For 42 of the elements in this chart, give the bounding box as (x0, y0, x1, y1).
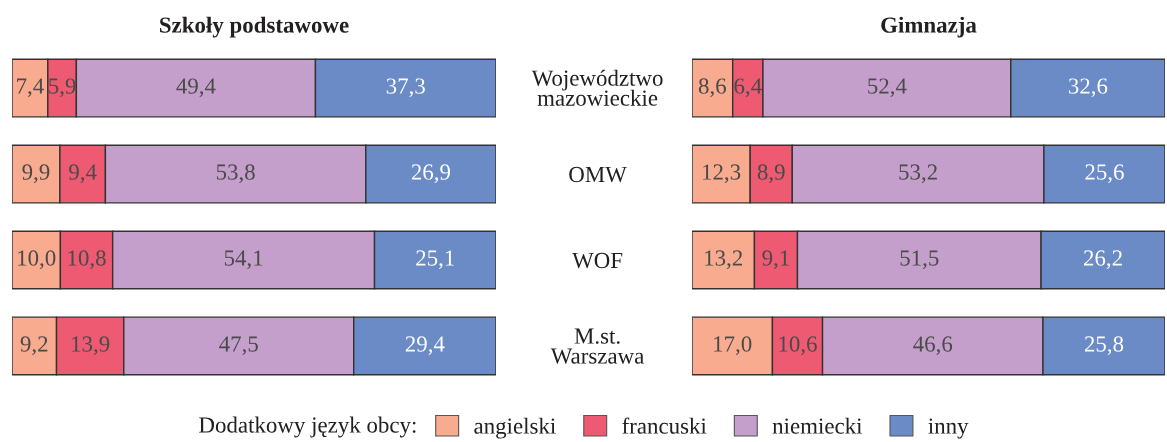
data-label: 8,6 (698, 78, 726, 98)
data-label: 25,6 (1085, 164, 1124, 184)
data-label: 26,9 (411, 164, 451, 184)
data-label: 26,2 (1083, 250, 1122, 270)
data-label: 25,1 (416, 250, 454, 270)
data-label: 9,4 (69, 164, 97, 184)
data-label: 54,1 (224, 250, 263, 270)
data-label: 13,9 (72, 336, 110, 356)
data-label: 53,8 (216, 164, 255, 184)
data-label: 9,2 (20, 336, 48, 356)
chart-title: Szkoły podstawowe (160, 16, 349, 38)
data-label: 12,3 (703, 164, 741, 184)
data-label: 17,0 (714, 336, 752, 356)
legend-label: niemiecki (772, 417, 863, 434)
data-label: 49,4 (176, 78, 216, 98)
data-label: 13,2 (705, 250, 743, 270)
legend-label: francuski (622, 417, 707, 434)
legend-title: Dodatkowy język obcy: (199, 416, 416, 438)
data-label: 47,5 (219, 336, 258, 356)
y-tick-label: WOF (572, 252, 623, 269)
data-label: 10,8 (68, 250, 106, 270)
data-label: 37,3 (386, 78, 425, 98)
legend-label: angielski (474, 417, 556, 439)
y-tick-label: OMW (569, 166, 627, 183)
y-tick-label: M.st. Warszawa (550, 328, 645, 364)
data-label: 7,4 (17, 78, 44, 98)
data-label: 10,0 (18, 250, 56, 270)
data-label: 53,2 (899, 164, 937, 184)
data-label: 9,1 (762, 250, 789, 270)
data-label: 32,6 (1068, 78, 1108, 98)
legend-label: inny (928, 418, 969, 439)
data-label: 46,6 (913, 336, 953, 356)
data-label: 10,6 (779, 336, 817, 356)
data-label: 51,5 (900, 250, 939, 270)
data-label: 29,4 (405, 336, 445, 356)
y-tick-label: Województwo mazowieckie (531, 69, 663, 106)
data-label: 52,4 (868, 78, 907, 98)
data-label: 6,4 (734, 78, 762, 98)
data-label: 9,9 (22, 164, 50, 184)
chart-title: Gimnazja (881, 16, 977, 38)
data-label: 8,9 (757, 164, 785, 184)
data-label: 25,8 (1084, 336, 1124, 356)
